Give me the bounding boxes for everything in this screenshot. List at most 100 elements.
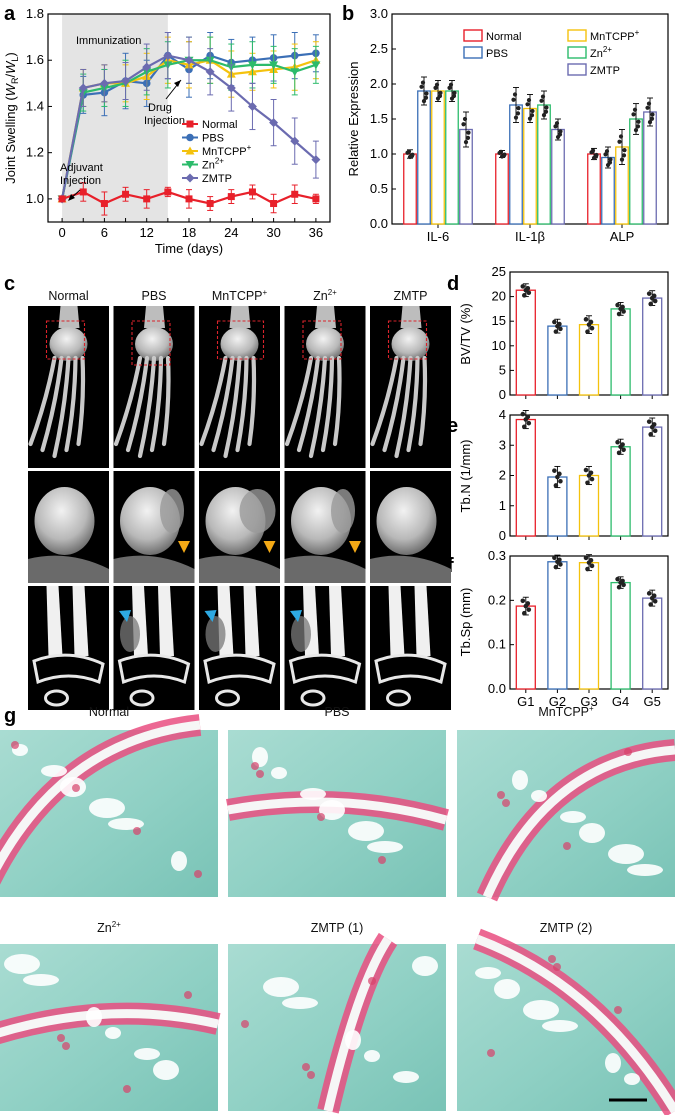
micro-ct-tiles [28,306,451,710]
legend-b: Normal MnTCPP+ PBS Zn2+ ZMTP [463,28,640,77]
data-point-f [615,576,620,582]
histology-image-grid: Normal PBS MnTCPP+ Zn2+ ZMTP (1) ZMTP (2) [0,704,675,1115]
marrow-space [523,1000,559,1020]
micro-ct-tile [370,586,451,710]
bar-f-g4 [610,581,631,690]
data-point-b [499,154,505,159]
x-tick-label-a: 36 [309,225,323,240]
toe-bone [64,355,78,453]
point-normal [270,200,278,208]
y-tick-label-d: 10 [492,338,506,353]
histology-title: Normal [89,705,129,719]
data-point-b [636,119,641,124]
toe-bone [40,355,64,453]
data-point-b [594,152,599,158]
stained-spot [378,856,386,864]
data-point-f [585,566,590,572]
data-point-e [649,424,655,430]
marrow-space [134,1048,160,1060]
ankle-zoom-bone [376,487,437,555]
micro-ct-header-base: Zn [313,289,328,303]
stained-spot [302,1063,310,1071]
joint-space [482,745,675,899]
ankle-bones [391,327,430,361]
legend-label-b: PBS [486,48,508,60]
marrow-space [252,747,268,767]
point-zmtp [226,83,236,93]
toe-bone [284,355,314,447]
stained-spot [11,741,19,749]
bar-b-mntcpp [431,90,445,225]
toe-bone [320,355,335,453]
data-point-e [589,476,595,482]
data-point-b [527,116,533,121]
stained-spot [133,827,141,835]
tbsp-bar-chart: 0.0 0.1 0.2 0.3 G1 G2 G3 G4 G5 Tb.Sp (mm) [458,548,669,709]
series-marks-a [57,31,321,216]
point-normal [100,200,108,208]
data-point-b [511,97,516,102]
data-point-e [646,419,652,424]
data-point-b [435,96,441,101]
data-point-f [555,559,560,565]
x-axis-title-a: Time (days) [155,241,223,256]
bar-b-zmtp [643,111,657,225]
data-point-b [558,129,563,134]
histology-title-base: ZMTP (2) [540,921,593,935]
marrow-space [300,788,326,800]
legend-marker-a [186,120,194,128]
roi-box [216,320,265,360]
y-tick-label-d: 15 [492,313,506,328]
legend-swatch-b [567,63,587,76]
data-point-b [463,140,469,145]
marrow-space [494,979,520,999]
data-point-b [498,149,504,154]
stained-spot [62,1042,70,1050]
x-tick-label-f: G3 [580,694,597,709]
legend-label-a: ZMTP [202,173,232,185]
data-point-b [622,148,627,153]
data-point-b [553,124,558,129]
bone-section [388,586,405,656]
data-point-b [541,112,547,118]
stained-spot [241,1020,249,1028]
point-normal [291,190,299,198]
roi-box [45,320,86,360]
data-point-d [552,319,557,325]
data-point-b [465,135,471,140]
histology-tile: ZMTP (1) [228,921,446,1114]
data-point-f [558,562,563,567]
marrow-space [153,1060,179,1080]
bar-f-g3 [578,562,600,690]
data-point-f [589,563,595,569]
x-tick-label-b: IL-6 [427,229,449,244]
data-point-b [540,94,546,99]
data-point-b [438,90,443,95]
histology-tile: Zn2+ [0,920,221,1111]
bone-erosion [331,489,355,533]
bone-section-outline [374,653,447,685]
histology-title-sup: 2+ [112,920,121,929]
data-point-b [621,153,627,158]
y-tick-label-f: 0.0 [488,681,506,696]
x-tick-label-a: 24 [224,225,238,240]
ankle-bones [135,327,173,361]
tibia-bone [58,306,80,328]
marrow-space [105,1027,121,1039]
marrow-space [608,844,644,864]
micro-ct-header-sup: + [263,288,268,297]
data-point-d [618,306,623,312]
bar-d-g2 [547,325,568,396]
bar-f-g2 [547,561,568,690]
data-point-b [619,157,625,162]
bar-d-g3 [578,323,600,396]
histology-tile: MnTCPP+ [457,704,675,902]
data-point-b [419,84,424,89]
legend-label-a-base: MnTCPP [202,146,247,158]
bvtv-bar-chart: 0 5 10 15 20 25 BV/TV (%) [458,264,669,402]
drug-arrow-head [174,80,181,87]
data-point-b [632,107,638,112]
toe-bone [394,355,413,459]
marrow-space [23,974,59,986]
toe-bone [199,355,228,447]
